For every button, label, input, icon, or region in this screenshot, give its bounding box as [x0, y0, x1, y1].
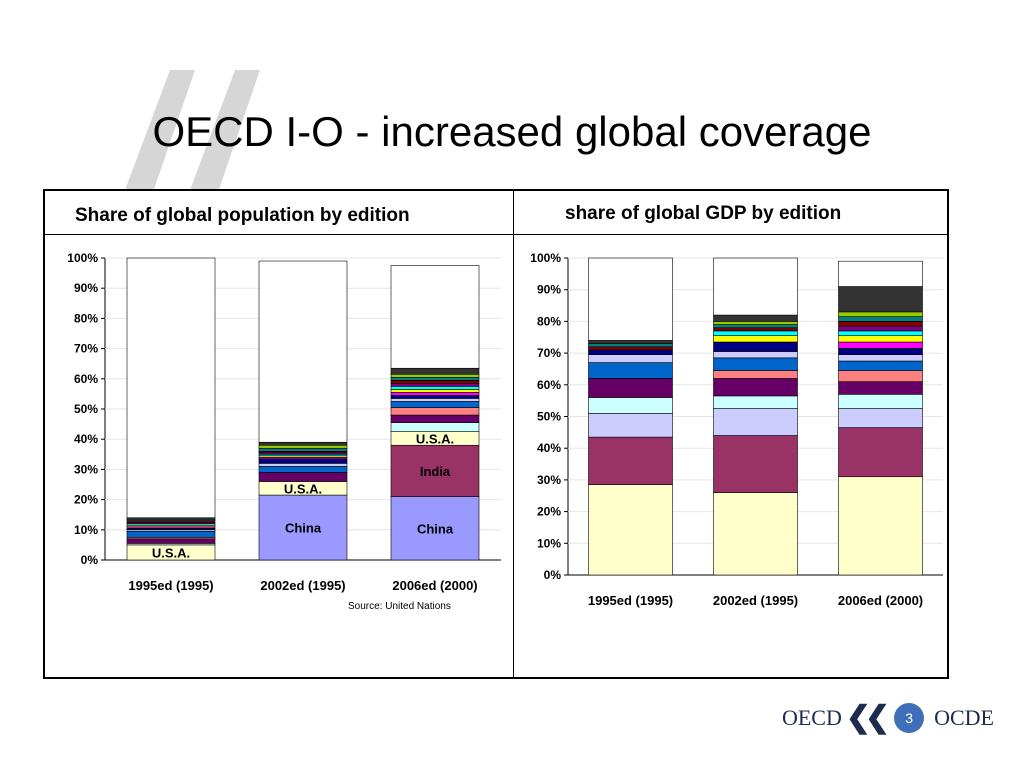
- gdp-y-tick-label: 20%: [537, 505, 561, 519]
- gdp-bar-segment: [588, 413, 673, 438]
- population-data-label: U.S.A.: [152, 545, 190, 560]
- gdp-bar-segment: [713, 341, 798, 352]
- population-data-label: China: [285, 521, 322, 536]
- gdp-bar-segment: [713, 257, 798, 316]
- gdp-bar-segment: [713, 395, 798, 409]
- gdp-bar-segment: [838, 370, 923, 382]
- population-chart: 0% 10% 20% 30% 40% 50% 60% 70% 80% 90% 100% 1995ed …: [67, 251, 501, 593]
- gdp-y-tick-label: 80%: [537, 314, 561, 328]
- gdp-bar-segment: [713, 330, 798, 336]
- population-data-label: India: [420, 464, 451, 479]
- gdp-y-tick-label: 60%: [537, 378, 561, 392]
- population-category-label: 2002ed (1995): [260, 578, 345, 593]
- gdp-bar-segment: [838, 341, 923, 349]
- population-y-tick-label: 90%: [74, 281, 98, 295]
- population-category-label: 1995ed (1995): [128, 578, 213, 593]
- gdp-bar-segment: [838, 348, 923, 355]
- gdp-bar-segment: [713, 314, 798, 322]
- header-divider: [45, 234, 947, 235]
- gdp-y-tick-label: 0%: [544, 568, 562, 582]
- gdp-bar-segment: [588, 354, 673, 363]
- gdp-y-tick-label: 70%: [537, 346, 561, 360]
- gdp-bar-segment: [588, 378, 673, 398]
- gdp-category-label: 1995ed (1995): [588, 593, 673, 608]
- population-y-tick-label: 20%: [74, 493, 98, 507]
- gdp-bar-segment: [838, 321, 923, 327]
- gdp-bar-segment: [838, 354, 923, 362]
- population-y-tick-label: 10%: [74, 523, 98, 537]
- population-data-label: U.S.A.: [284, 481, 322, 496]
- population-y-tick-label: 40%: [74, 432, 98, 446]
- gdp-bar-segment: [838, 394, 923, 409]
- gdp-bar-segment: [588, 349, 673, 355]
- oecd-logo: OECD ❮❮ 3 OCDE: [782, 700, 994, 735]
- gdp-y-tick-label: 10%: [537, 536, 561, 550]
- gdp-bar-segment: [588, 340, 673, 344]
- logo-text-ocde: OCDE: [934, 704, 994, 730]
- gdp-bar-segment: [838, 311, 923, 317]
- gdp-category-label: 2006ed (2000): [838, 593, 923, 608]
- gdp-bar-segment: [713, 370, 798, 379]
- population-category-label: 2006ed (2000): [392, 578, 477, 593]
- gdp-bar-segment: [713, 378, 798, 397]
- gdp-bar-segment: [838, 330, 923, 336]
- panel-divider: [513, 191, 514, 677]
- gdp-bar-segment: [713, 408, 798, 436]
- gdp-y-tick-label: 100%: [530, 251, 561, 265]
- population-y-tick-label: 50%: [74, 402, 98, 416]
- gdp-bar-segment: [838, 360, 923, 371]
- population-y-tick-label: 0%: [81, 553, 99, 567]
- population-bar-segment: [390, 496, 480, 561]
- slide-title: OECD I-O - increased global coverage: [152, 108, 872, 155]
- gdp-y-tick-label: 40%: [537, 441, 561, 455]
- gdp-category-label: 2002ed (1995): [713, 593, 798, 608]
- gdp-bar-segment: [838, 476, 923, 576]
- population-y-tick-label: 70%: [74, 342, 98, 356]
- logo-chevron-icon: ❮❮: [845, 701, 890, 734]
- population-source-note: Source: United Nations: [348, 601, 451, 612]
- population-y-tick-label: 80%: [74, 311, 98, 325]
- population-bar-segment: [126, 257, 216, 519]
- gdp-bar-segment: [713, 335, 798, 343]
- gdp-y-tick-label: 30%: [537, 473, 561, 487]
- gdp-bar-segment: [588, 484, 673, 576]
- population-bar-segment: [390, 265, 480, 369]
- page-number: 3: [894, 702, 925, 733]
- gdp-bar-segment: [588, 343, 673, 348]
- gdp-chart: 0% 10% 20% 30% 40% 50% 60% 70% 80% 90% 100% 1995ed …: [530, 251, 943, 608]
- population-data-label: U.S.A.: [416, 431, 454, 446]
- gdp-bar-segment: [588, 397, 673, 414]
- charts-frame: Share of global population by edition sh…: [43, 189, 949, 679]
- population-y-tick-label: 30%: [74, 462, 98, 476]
- gdp-bar-segment: [838, 335, 923, 343]
- gdp-bar-segment: [713, 492, 798, 576]
- gdp-bar-segment: [713, 357, 798, 371]
- gdp-bar-segment: [838, 325, 923, 332]
- gdp-y-tick-label: 90%: [537, 283, 561, 297]
- gdp-bar-segment: [838, 427, 923, 478]
- gdp-chart-title: share of global GDP by edition: [565, 203, 842, 224]
- gdp-bar-segment: [588, 346, 673, 351]
- gdp-bar-segment: [588, 257, 673, 341]
- gdp-bar-segment: [588, 362, 673, 379]
- population-data-label: China: [417, 521, 454, 536]
- population-y-tick-label: 60%: [74, 372, 98, 386]
- gdp-bar-segment: [713, 324, 798, 329]
- logo-text-oecd: OECD: [781, 704, 842, 730]
- gdp-y-tick-label: 50%: [537, 410, 561, 424]
- gdp-bar-segment: [838, 408, 923, 428]
- gdp-bar-segment: [713, 321, 798, 325]
- gdp-bar-segment: [838, 381, 923, 395]
- population-chart-title: Share of global population by edition: [75, 205, 410, 226]
- population-y-tick-label: 100%: [67, 251, 98, 265]
- gdp-bar-segment: [713, 351, 798, 359]
- population-bar-segment: [258, 260, 348, 443]
- gdp-bar-segment: [588, 436, 673, 485]
- gdp-bar-segment: [838, 260, 923, 287]
- gdp-bar-segment: [838, 286, 923, 313]
- gdp-bar-segment: [713, 327, 798, 332]
- population-bar-segment: [258, 494, 348, 561]
- gdp-bar-segment: [838, 316, 923, 322]
- gdp-bar-segment: [713, 435, 798, 493]
